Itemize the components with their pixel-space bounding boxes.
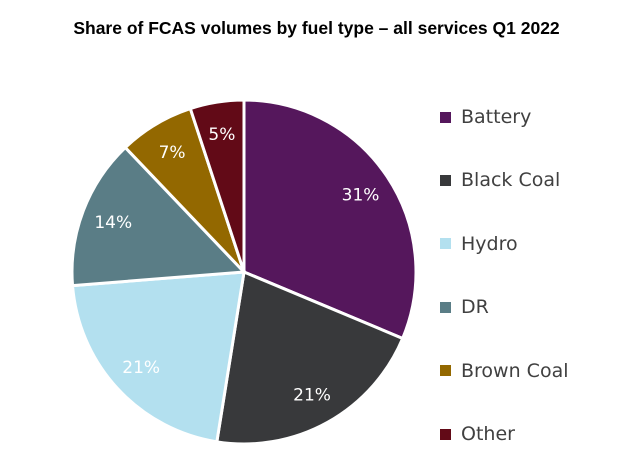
legend-item: Black Coal [440, 168, 560, 192]
legend-swatch [440, 174, 451, 186]
legend-label: Black Coal [461, 169, 561, 192]
data-label: 7% [159, 143, 186, 163]
data-label: 21% [293, 385, 331, 405]
pie-slice-dr [70, 145, 248, 288]
data-label: 31% [342, 185, 380, 205]
legend-label: DR [461, 296, 489, 319]
legend-label: Hydro [461, 232, 518, 255]
legend-label: Brown Coal [461, 359, 569, 382]
legend-swatch [440, 428, 451, 440]
legend-item: Other [440, 422, 515, 446]
legend-label: Other [461, 423, 515, 445]
pie-slice-other [188, 98, 246, 273]
legend-item: DR [440, 295, 489, 319]
legend-item: Brown Coal [440, 359, 569, 383]
chart-title: Share of FCAS volumes by fuel type – all… [73, 18, 560, 38]
legend-swatch [440, 365, 451, 377]
pie-slice-black-coal [215, 269, 405, 446]
pie-slice-hydro [70, 270, 246, 444]
pie-slice-battery [242, 98, 418, 341]
legend-item: Battery [440, 105, 531, 129]
legend-swatch [440, 238, 451, 250]
legend-swatch [440, 301, 451, 313]
legend-item: Hydro [440, 232, 518, 256]
data-label: 14% [94, 213, 132, 233]
data-label: 21% [122, 358, 160, 378]
legend-swatch [440, 111, 451, 123]
data-label: 5% [208, 125, 235, 145]
legend-label: Battery [461, 106, 532, 128]
